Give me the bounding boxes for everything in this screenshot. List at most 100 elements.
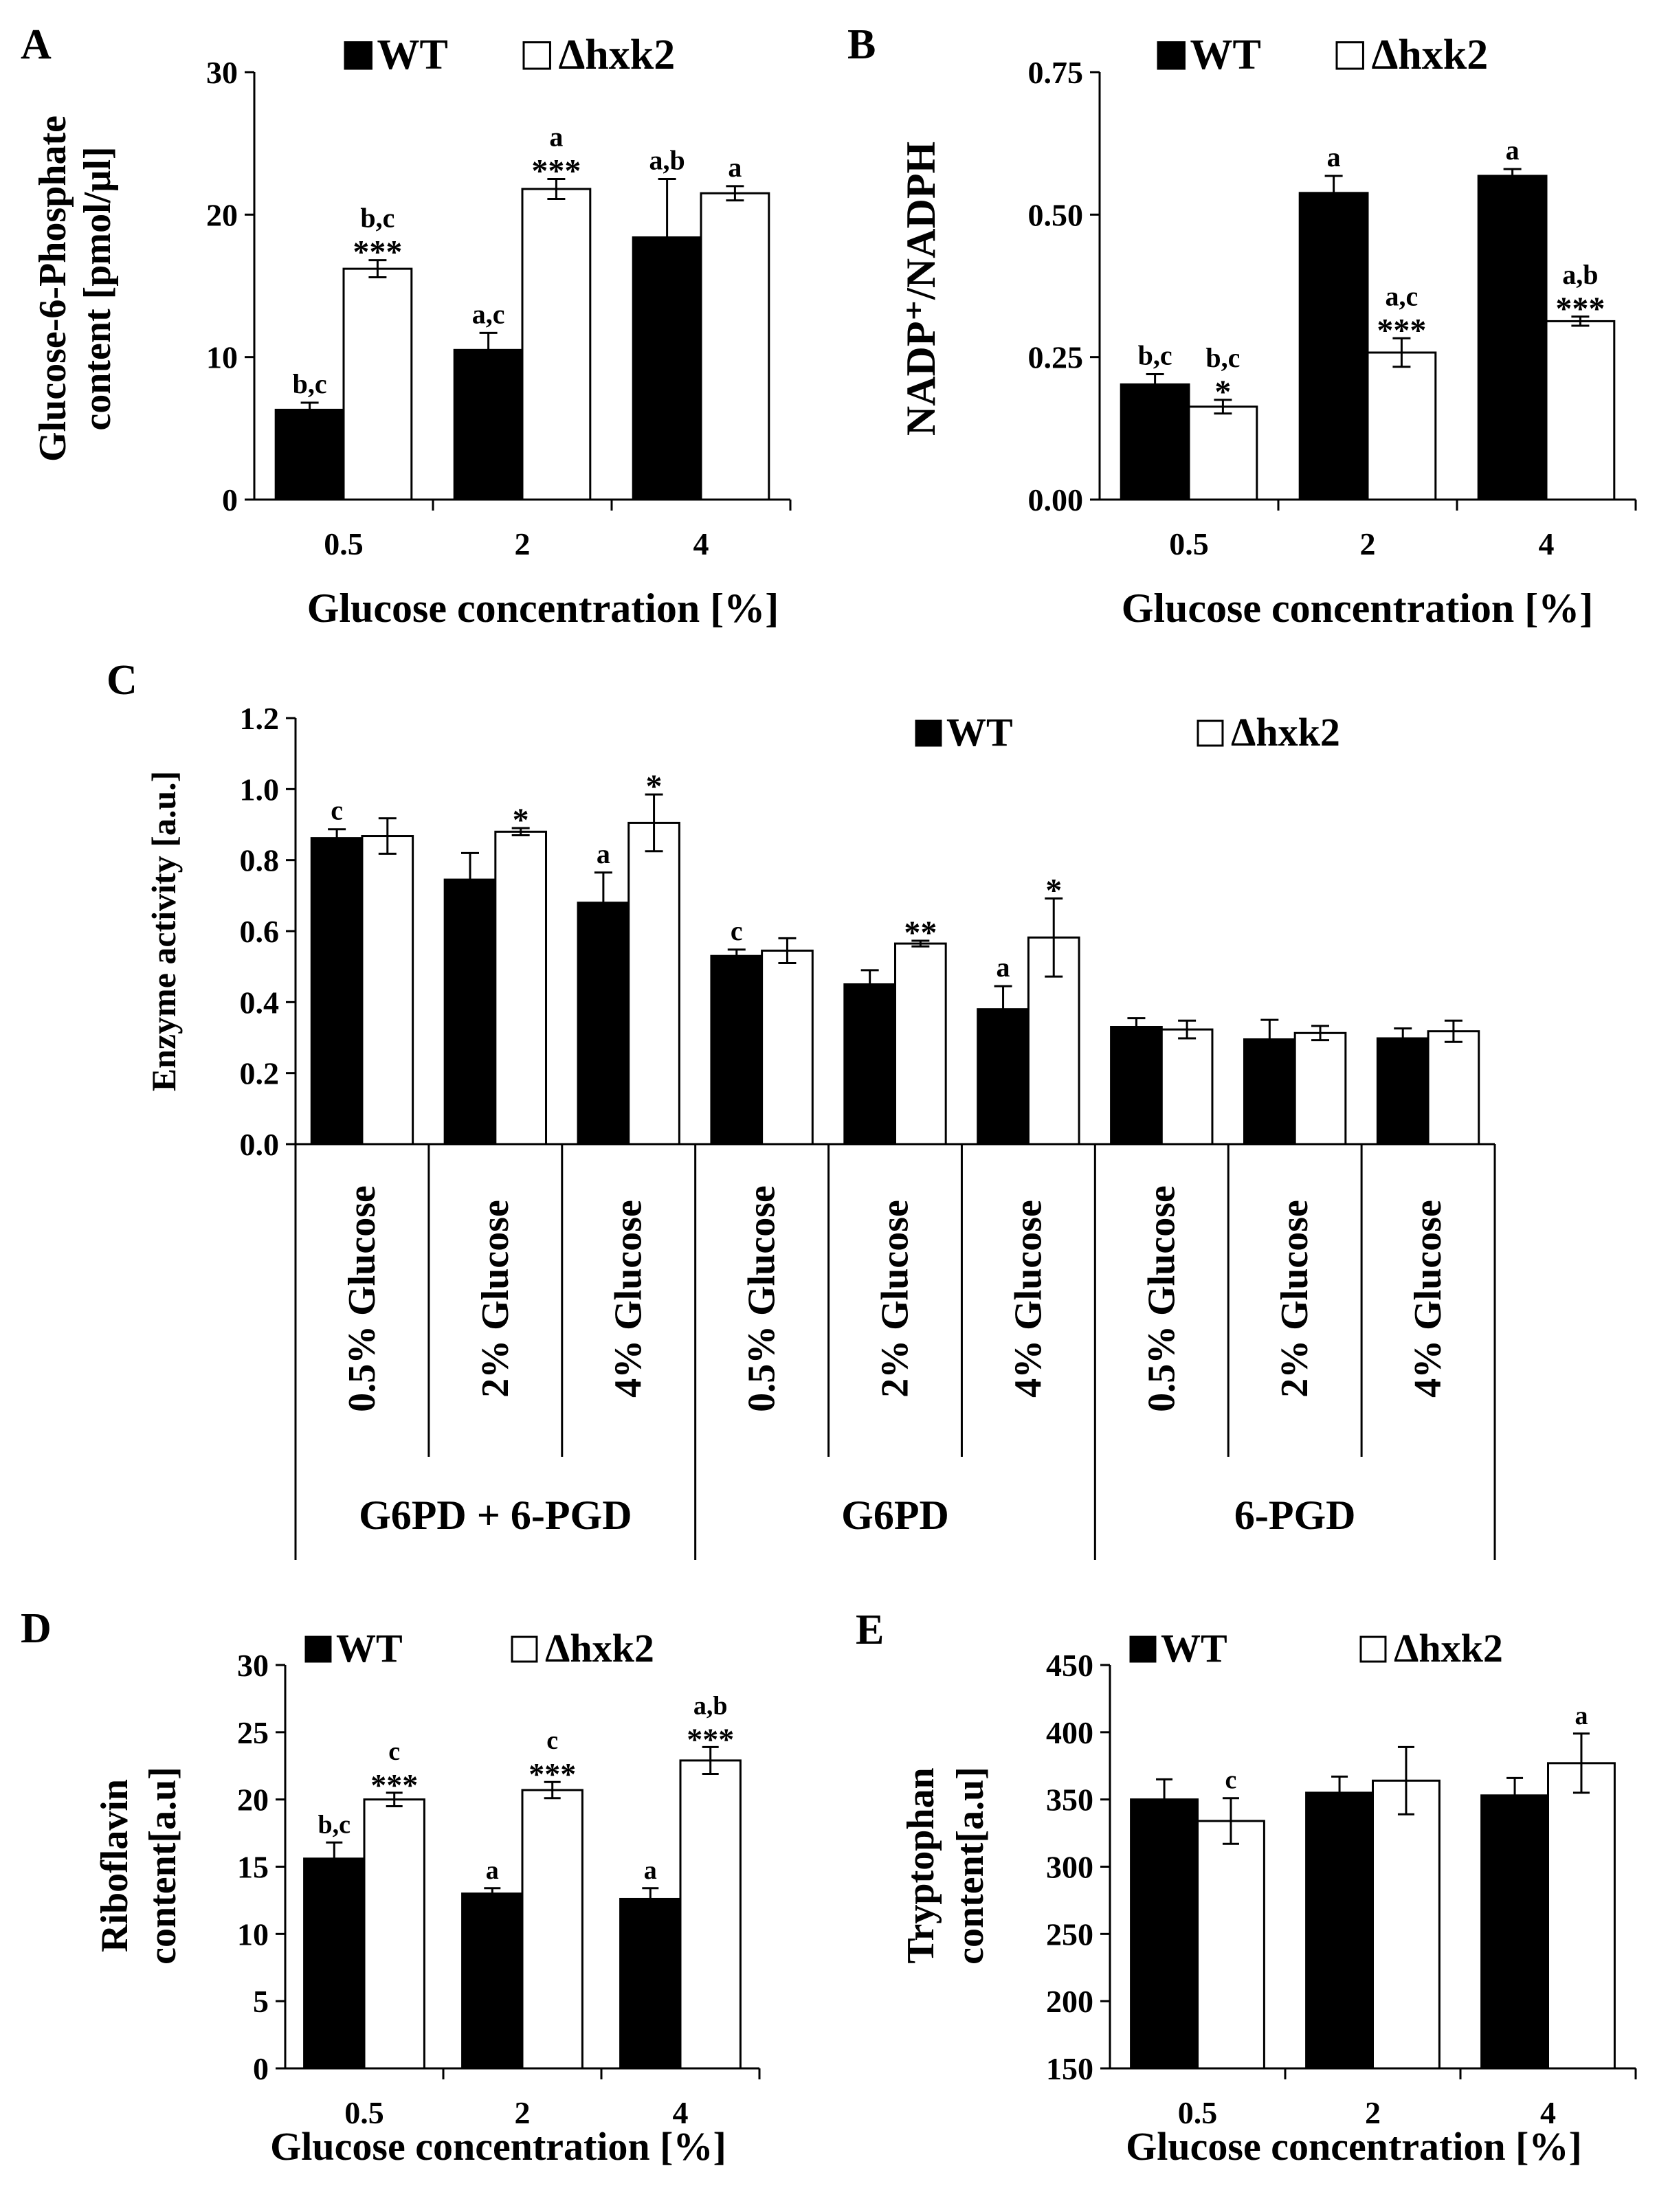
significance-label: a — [597, 838, 610, 869]
x-axis-title: Glucose concentration [%] — [1122, 585, 1594, 631]
y-axis-title: Tryptophan — [900, 1767, 942, 1963]
bar-hxk2-2 — [1547, 1762, 1616, 2070]
legend-label-wt: WT — [1190, 32, 1260, 78]
y-tick-label: 20 — [206, 197, 238, 232]
bar-hxk2-1 — [521, 188, 592, 501]
bar-wt-3 — [710, 954, 764, 1146]
bar-hxk2-4 — [894, 942, 947, 1146]
y-tick-label: 30 — [237, 1648, 269, 1683]
bar-hxk2-1 — [521, 1789, 583, 2070]
bar-wt-1 — [1298, 192, 1369, 501]
category-label: 2% Glucose — [1274, 1200, 1316, 1398]
bar-hxk2-2 — [700, 192, 770, 501]
bar-wt-8 — [1376, 1037, 1430, 1146]
bar-wt-1 — [1305, 1791, 1374, 2070]
x-axis-title: Glucose concentration [%] — [270, 2124, 726, 2169]
category-label: 4 — [1540, 2095, 1556, 2130]
significance-label: a,c — [472, 298, 505, 329]
legend-swatch-hxk2 — [1197, 719, 1224, 747]
bar-wt-2 — [619, 1897, 682, 2070]
category-label: 0.5 — [344, 2095, 384, 2130]
category-label: 2 — [1365, 2095, 1381, 2130]
significance-label: a — [486, 1856, 499, 1885]
y-tick-label: 0 — [222, 482, 238, 517]
bar-hxk2-0 — [342, 267, 413, 501]
category-label: 2 — [515, 526, 531, 561]
x-axis-title: Glucose concentration [%] — [307, 585, 779, 631]
bar-wt-0 — [1120, 383, 1190, 501]
bar-wt-2 — [577, 902, 630, 1146]
category-label: 4 — [693, 526, 709, 561]
significance-label: b,c — [1138, 340, 1172, 371]
y-tick-label: 200 — [1046, 1984, 1093, 2019]
category-label: 2 — [1360, 526, 1376, 561]
legend-label-wt: WT — [1161, 1626, 1227, 1671]
panel-B: B0.000.250.500.75b,ca a*b,c***a,c ***a,b0.… — [847, 21, 1637, 631]
x-axis-title: Glucose concentration [%] — [1126, 2124, 1582, 2169]
legend-label-hxk2: Δhxk2 — [558, 32, 675, 78]
y-tick-label: 250 — [1046, 1917, 1093, 1952]
bar-hxk2-1 — [1372, 1779, 1441, 2070]
category-label: 0.5% Glucose — [341, 1185, 383, 1412]
category-label: 0.5% Glucose — [741, 1185, 783, 1412]
bar-hxk2-2 — [627, 821, 680, 1146]
category-label: 2 — [515, 2095, 531, 2130]
category-label: 4% Glucose — [608, 1200, 650, 1398]
y-tick-label: 150 — [1046, 2051, 1093, 2086]
y-tick-label: 0.0 — [240, 1127, 280, 1162]
significance-label: a — [1327, 142, 1341, 172]
significance-label: a — [549, 122, 563, 153]
y-axis-title: content[a.u] — [949, 1767, 992, 1965]
category-label: 4 — [1539, 526, 1555, 561]
legend-swatch-wt — [1157, 41, 1186, 70]
y-axis-title: Riboflavin — [93, 1779, 136, 1952]
y-axis-title: Enzyme activity [a.u.] — [144, 771, 183, 1092]
legend-label-wt: WT — [946, 710, 1013, 755]
panel-label: C — [107, 657, 137, 704]
y-axis-title: NADP⁺/NADPH — [898, 142, 944, 436]
significance-label: *** — [1555, 291, 1605, 327]
bar-wt-0 — [274, 408, 345, 501]
legend-swatch-wt — [1129, 1635, 1157, 1663]
category-label: 4% Glucose — [1407, 1200, 1449, 1398]
significance-label: a — [1506, 135, 1520, 166]
legend-label-wt: WT — [377, 32, 447, 78]
bar-hxk2-1 — [1366, 351, 1437, 501]
y-tick-label: 0.25 — [1028, 340, 1084, 375]
bar-hxk2-2 — [1545, 320, 1616, 501]
legend-swatch-wt — [344, 41, 372, 70]
bar-hxk2-6 — [1160, 1028, 1214, 1146]
legend-swatch-hxk2 — [1359, 1635, 1387, 1663]
y-tick-label: 400 — [1046, 1715, 1093, 1750]
significance-label: *** — [529, 1756, 576, 1791]
panel-label: E — [856, 1607, 884, 1653]
panel-label: A — [21, 21, 52, 68]
y-tick-label: 300 — [1046, 1850, 1093, 1885]
y-tick-label: 1.0 — [240, 772, 280, 807]
bar-wt-1 — [461, 1892, 524, 2070]
bar-hxk2-7 — [1293, 1031, 1347, 1146]
y-tick-label: 20 — [237, 1783, 269, 1818]
significance-label: c — [731, 915, 743, 946]
significance-label: * — [1214, 374, 1231, 410]
y-tick-label: 5 — [253, 1984, 269, 2019]
y-tick-label: 0.6 — [240, 914, 280, 949]
bar-wt-1 — [453, 348, 524, 501]
bar-wt-4 — [843, 983, 897, 1146]
y-tick-label: 10 — [206, 340, 238, 375]
significance-label: a — [997, 952, 1010, 983]
bar-hxk2-8 — [1427, 1030, 1480, 1146]
bar-hxk2-0 — [361, 835, 414, 1146]
y-tick-label: 0.50 — [1028, 197, 1084, 232]
bar-hxk2-1 — [494, 830, 548, 1146]
significance-label: c — [1225, 1766, 1237, 1795]
y-tick-label: 15 — [237, 1850, 269, 1885]
y-tick-label: 0.8 — [240, 843, 280, 878]
category-label: 0.5 — [1178, 2095, 1218, 2130]
significance-label: *** — [353, 234, 402, 271]
group-label: 6-PGD — [1234, 1493, 1356, 1538]
